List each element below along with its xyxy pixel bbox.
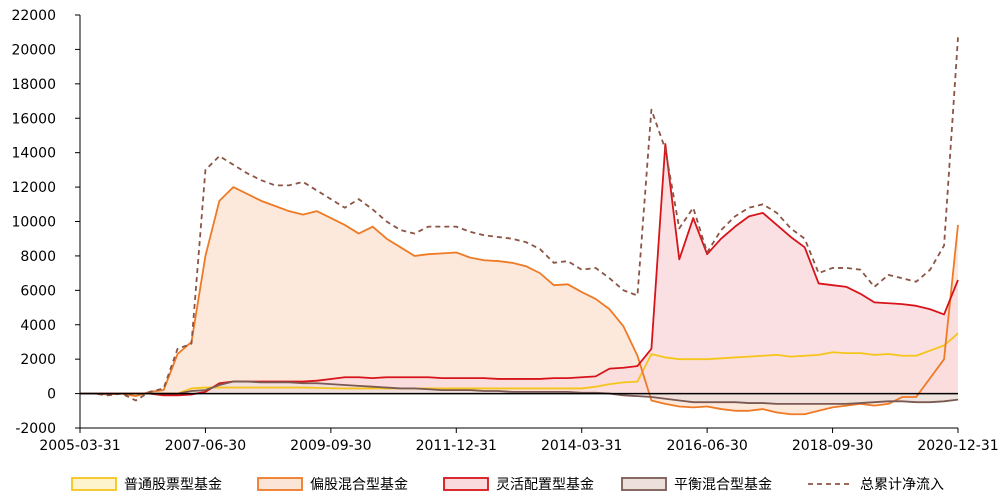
y-tick-label: 22000	[11, 8, 56, 24]
legend-item-5: 总累计净流入	[808, 477, 944, 493]
x-tick-label: 2011-12-31	[416, 438, 497, 454]
legend-swatch	[257, 477, 303, 491]
legend-swatch	[71, 477, 117, 491]
y-tick-label: 0	[47, 387, 56, 403]
y-tick-label: 14000	[11, 146, 56, 162]
legend-label: 偏股混合型基金	[310, 476, 408, 493]
x-tick-label: 2007-06-30	[165, 438, 246, 454]
y-tick-label: 6000	[20, 283, 56, 299]
legend-label: 普通股票型基金	[124, 476, 222, 493]
series-2-line	[80, 186, 959, 416]
y-tick-label: 18000	[11, 77, 56, 93]
series-4-line	[80, 380, 959, 405]
x-tick-label: 2018-09-30	[792, 438, 873, 454]
series-2-area	[80, 187, 958, 415]
series-1-line	[80, 332, 959, 395]
x-tick-label: 2020-12-31	[917, 438, 998, 454]
y-tick-label: 4000	[20, 318, 56, 334]
y-tick-label: 8000	[20, 249, 56, 265]
y-tick-label: -2000	[15, 421, 56, 437]
y-tick-label: 16000	[11, 111, 56, 127]
chart-axes: -2000 0 2000 4000 6000 8000 10000 12000 14000 160…	[11, 8, 998, 454]
legend-item-3: 灵活配置型基金	[443, 476, 594, 493]
series-areas	[80, 144, 958, 415]
x-tick-label: 2009-09-30	[290, 438, 371, 454]
series-lines	[80, 37, 959, 416]
x-tick-label: 2016-06-30	[666, 438, 747, 454]
legend-label: 灵活配置型基金	[496, 476, 594, 493]
y-tick-label: 12000	[11, 180, 56, 196]
y-tick-label: 2000	[20, 352, 56, 368]
legend-swatch	[621, 477, 667, 491]
chart-legend: 普通股票型基金 偏股混合型基金 灵活配置型基金 平衡混合型基金 总累计净流入	[71, 476, 944, 493]
x-tick-label: 2014-03-31	[541, 438, 622, 454]
y-tick-label: 20000	[11, 42, 56, 58]
legend-item-4: 平衡混合型基金	[621, 476, 772, 493]
x-tick-label: 2005-03-31	[39, 438, 120, 454]
legend-item-1: 普通股票型基金	[71, 476, 222, 493]
legend-label: 平衡混合型基金	[674, 476, 772, 493]
legend-item-2: 偏股混合型基金	[257, 476, 408, 493]
legend-swatch	[443, 477, 489, 491]
series-5-line	[80, 37, 959, 402]
legend-label: 总累计净流入	[860, 477, 944, 493]
y-tick-label: 10000	[11, 215, 56, 231]
series-3-area	[80, 144, 958, 396]
